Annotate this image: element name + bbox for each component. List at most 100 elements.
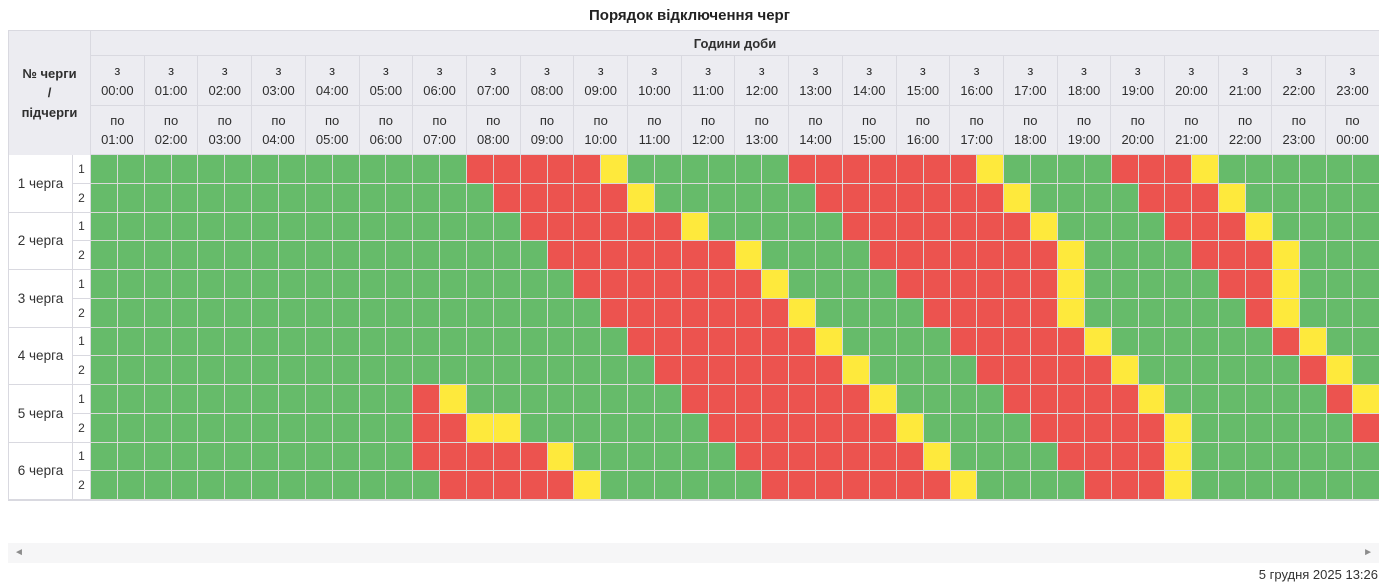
queue-row-group: 4 черга 1 2 [9,327,1379,385]
to-time-label: 08:00 [477,132,510,147]
slot-cell [816,471,844,500]
slot-cell [708,385,736,414]
slot-cell [1272,183,1300,213]
slot-cell [628,298,656,328]
slot-cell [762,471,790,500]
slot-cell [1299,298,1327,328]
slot-cell [789,356,817,385]
slot-cell [1031,241,1058,270]
slot-cell [896,471,924,500]
slot-cell [1192,270,1220,299]
slot-cell [1165,327,1193,357]
slot-cell [950,241,978,270]
scroll-left-icon[interactable]: ◄ [14,547,24,558]
slot-cell [547,212,575,242]
slot-cell [950,442,978,472]
slot-cell [1165,270,1193,299]
queue-row-group: 3 черга 1 2 [9,270,1379,328]
scroll-right-icon[interactable]: ► [1363,547,1373,558]
slot-cell [601,298,629,328]
queue-label: 2 черга [9,212,73,270]
slot-cell [950,298,978,328]
to-prefix-label: по [1345,112,1360,128]
from-time-label: 06:00 [423,82,456,98]
slot-cell [198,442,226,472]
slot-cell [305,212,333,242]
queue-label: 5 черга [9,385,73,443]
slot-cell [869,442,897,472]
slot-cell [467,298,494,328]
slot-cell [1245,298,1273,328]
slot-cell [1057,155,1085,184]
slot-cell [735,356,763,385]
slot-cell [198,298,226,328]
slot-cell [467,442,494,472]
to-time-label: 20:00 [1121,132,1154,147]
slot-cell [305,471,333,500]
hour-to-cell: по 20:00 [1111,106,1166,155]
queue-label: 6 черга [9,442,73,500]
from-times-row: з 00:00 з 01:00 з 02:00 з 03:00 з 04:00 з 05:00 з 06:… [91,56,1379,106]
slot-cell [601,155,629,184]
slot-cell [91,241,118,270]
slot-cell [520,442,548,472]
slot-cell [1165,413,1193,443]
slot-cell [896,155,924,184]
slot-cell [359,471,387,500]
from-time-label: 04:00 [315,82,349,98]
slot-cell [386,270,414,299]
to-prefix-label: по [593,112,608,128]
to-time-label: 14:00 [799,132,832,147]
slot-cell [1165,442,1193,472]
slot-cell [896,442,924,472]
slot-cell [655,298,682,328]
slot-cell [681,413,709,443]
hour-from-cell: з 08:00 [520,56,575,106]
slot-cell [171,471,199,500]
slot-cell [359,298,387,328]
to-prefix-label: по [378,112,393,128]
slot-cell [869,212,897,242]
slot-cell [655,356,682,385]
slot-cell [171,212,199,242]
slot-cell [681,356,709,385]
slot-cell [1084,356,1112,385]
slot-cell [601,385,629,414]
slot-cell [252,212,280,242]
slot-cell [1272,327,1300,357]
to-prefix-label: по [808,112,823,128]
queue-label: 3 черга [9,270,73,328]
slot-cell [91,471,118,500]
slot-cell [735,270,763,299]
slot-cell [896,270,924,299]
horizontal-scrollbar[interactable]: ◄ ► [8,543,1379,563]
slot-cell [1219,413,1246,443]
slot-cell [1353,270,1379,299]
slot-cell [977,442,1005,472]
hour-to-cell: по 17:00 [950,106,1004,155]
subqueue-row: 1 [73,212,1379,242]
slot-cell [950,183,978,213]
slot-cell [1138,327,1166,357]
slot-cell [816,298,844,328]
slot-cell [816,270,844,299]
subqueue-row: 2 [73,471,1379,500]
slot-cell [144,241,172,270]
slot-cell [171,270,199,299]
slot-cell [252,241,280,270]
hour-from-cell: з 13:00 [789,56,843,106]
from-time-label: 18:00 [1067,82,1101,98]
slot-cell [493,327,521,357]
slot-cell [574,241,602,270]
slot-cell [547,327,575,357]
hour-to-cell: по 14:00 [789,106,843,155]
from-time-label: 12:00 [745,82,779,98]
to-time-label: 03:00 [208,132,242,147]
slot-cell [1192,212,1220,242]
slot-cell [117,356,145,385]
slot-cell [467,327,494,357]
to-prefix-label: по [1023,112,1038,128]
slot-cell [171,413,199,443]
slot-cell [467,241,494,270]
